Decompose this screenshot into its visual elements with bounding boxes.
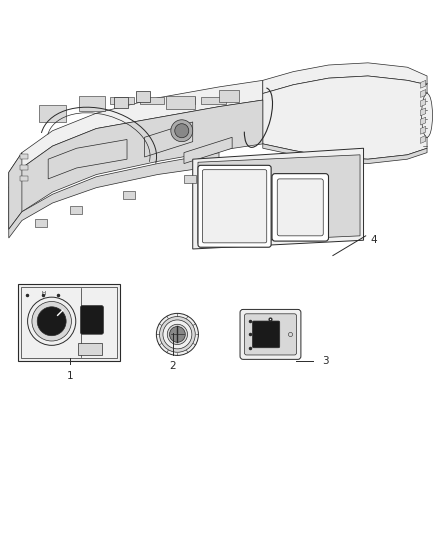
FancyBboxPatch shape <box>198 165 271 247</box>
Polygon shape <box>184 138 232 164</box>
Circle shape <box>156 313 198 356</box>
Circle shape <box>171 120 193 142</box>
Circle shape <box>32 302 71 341</box>
Polygon shape <box>263 76 427 159</box>
Bar <box>136 91 150 102</box>
Polygon shape <box>420 90 426 98</box>
Bar <box>79 96 105 111</box>
FancyBboxPatch shape <box>202 169 267 243</box>
Bar <box>70 206 82 214</box>
Polygon shape <box>420 99 426 107</box>
Bar <box>20 154 28 159</box>
FancyBboxPatch shape <box>18 284 120 361</box>
FancyBboxPatch shape <box>277 179 323 236</box>
Bar <box>110 96 134 104</box>
Bar <box>171 96 195 104</box>
Polygon shape <box>193 148 364 249</box>
Polygon shape <box>48 140 127 179</box>
Bar <box>184 175 196 183</box>
Polygon shape <box>420 135 426 143</box>
Polygon shape <box>420 80 426 88</box>
Polygon shape <box>263 144 427 164</box>
Text: 2: 2 <box>170 361 177 371</box>
FancyBboxPatch shape <box>272 174 328 241</box>
Bar <box>20 165 28 170</box>
Polygon shape <box>198 155 360 243</box>
Circle shape <box>167 324 187 344</box>
Text: 4: 4 <box>370 235 377 245</box>
FancyBboxPatch shape <box>244 314 297 355</box>
Polygon shape <box>420 126 426 134</box>
Polygon shape <box>9 80 263 188</box>
FancyBboxPatch shape <box>240 310 301 359</box>
Polygon shape <box>9 152 219 238</box>
Bar <box>20 176 28 181</box>
Bar <box>166 96 195 109</box>
Circle shape <box>163 320 192 349</box>
Circle shape <box>175 124 189 138</box>
Circle shape <box>28 297 76 345</box>
Polygon shape <box>9 100 263 229</box>
Circle shape <box>159 317 195 352</box>
FancyBboxPatch shape <box>81 305 103 334</box>
Text: 3: 3 <box>322 356 328 366</box>
FancyBboxPatch shape <box>252 321 280 348</box>
Circle shape <box>170 327 185 342</box>
Bar <box>219 90 239 102</box>
Bar <box>39 106 66 122</box>
Bar <box>201 96 226 104</box>
Bar <box>114 97 128 108</box>
Bar <box>140 96 164 104</box>
Ellipse shape <box>421 93 433 138</box>
Polygon shape <box>263 63 427 93</box>
Circle shape <box>37 307 66 336</box>
Bar <box>78 343 102 355</box>
Text: 1: 1 <box>67 371 74 381</box>
Polygon shape <box>420 108 426 116</box>
Bar <box>35 219 47 227</box>
Polygon shape <box>420 117 426 125</box>
Polygon shape <box>9 152 22 229</box>
Text: H: H <box>42 291 46 296</box>
Bar <box>123 191 135 199</box>
Polygon shape <box>145 122 193 157</box>
